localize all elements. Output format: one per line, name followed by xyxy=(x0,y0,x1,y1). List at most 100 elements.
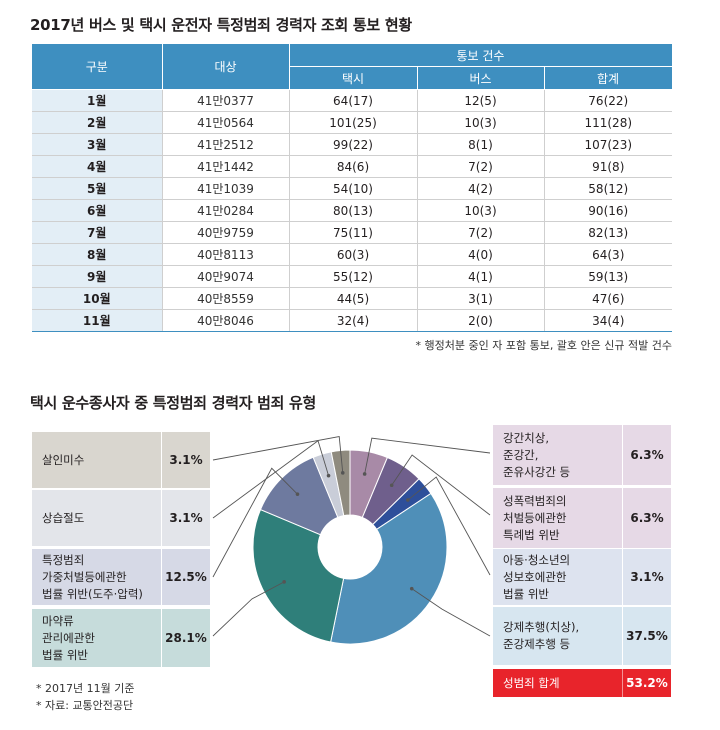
legend-value: 28.1% xyxy=(161,609,210,667)
legend-value: 6.3% xyxy=(622,488,671,548)
cell-total: 34(4) xyxy=(544,309,672,332)
cell-total: 91(8) xyxy=(544,155,672,178)
header-taxi: 택시 xyxy=(289,66,418,90)
leader-dot xyxy=(406,498,410,502)
cell-bus: 7(2) xyxy=(417,221,545,244)
cell-taxi: 99(22) xyxy=(289,133,418,156)
cell-taxi: 54(10) xyxy=(289,177,418,200)
cell-target: 41만0564 xyxy=(162,111,290,134)
cell-bus: 8(1) xyxy=(417,133,545,156)
leader-dot xyxy=(362,472,367,476)
footnote: * 2017년 11월 기준 xyxy=(36,682,135,695)
legend-value: 3.1% xyxy=(161,490,210,546)
legend-box: 마약류 관리에관한 법률 위반 28.1% xyxy=(32,609,210,667)
cell-target: 40만9074 xyxy=(162,265,290,288)
cell-target: 41만0284 xyxy=(162,199,290,222)
cell-target: 40만8113 xyxy=(162,243,290,266)
legend-label-line: 준강간, xyxy=(503,447,539,462)
leader-dot xyxy=(409,586,414,591)
legend-box: 아동·청소년의 성보호에관한 법률 위반 3.1% xyxy=(493,549,671,605)
leader-line xyxy=(364,437,491,475)
table-row: 2월 41만0564 101(25) 10(3) 111(28) xyxy=(32,111,672,134)
sum-label: 성범죄 합계 xyxy=(503,675,560,690)
cell-month: 5월 xyxy=(32,177,163,200)
legend-value: 37.5% xyxy=(622,607,671,665)
leader-line xyxy=(212,581,285,637)
notice-table: 구분 대상 통보 건수 택시 버스 합계 1월 41만0377 64(17) 12(5… xyxy=(32,44,673,332)
cell-total: 59(13) xyxy=(544,265,672,288)
header-category: 구분 xyxy=(32,44,163,90)
legend-label-line: 특정범죄 xyxy=(42,552,85,567)
cell-month: 11월 xyxy=(32,309,163,332)
cell-total: 58(12) xyxy=(544,177,672,200)
cell-taxi: 75(11) xyxy=(289,221,418,244)
cell-taxi: 55(12) xyxy=(289,265,418,288)
legend-label-line: 법률 위반(도주·압력) xyxy=(42,586,143,601)
legend-label-line: 준유사강간 등 xyxy=(503,464,571,479)
leader-dot xyxy=(282,580,286,584)
cell-bus: 4(0) xyxy=(417,243,545,266)
cell-total: 76(22) xyxy=(544,89,672,112)
table-row: 1월 41만0377 64(17) 12(5) 76(22) xyxy=(32,89,672,112)
leader-line xyxy=(212,467,298,578)
cell-bus: 12(5) xyxy=(417,89,545,112)
header-total: 합계 xyxy=(544,66,673,90)
legend-label: 살인미수 xyxy=(42,432,156,488)
chart-title: 택시 운수종사자 중 특정범죄 경력자 범죄 유형 xyxy=(30,394,317,412)
legend-label-line: 강간치상, xyxy=(503,430,549,445)
legend-label-line: 특례법 위반 xyxy=(503,527,560,542)
table-body: 1월 41만0377 64(17) 12(5) 76(22) 2월 41만0564 101(2… xyxy=(32,89,672,332)
legend-label: 마약류 관리에관한 법률 위반 xyxy=(42,609,156,667)
leader-dot xyxy=(326,473,331,478)
cell-bus: 2(0) xyxy=(417,309,545,332)
sum-value: 53.2% xyxy=(622,669,671,697)
table-title: 2017년 버스 및 택시 운전자 특정범죄 경력자 조회 통보 현황 xyxy=(30,16,412,34)
legend-value: 3.1% xyxy=(161,432,210,488)
leader-dot xyxy=(295,492,300,496)
cell-total: 47(6) xyxy=(544,287,672,310)
cell-target: 41만0377 xyxy=(162,89,290,112)
header-notice-count: 통보 건수 xyxy=(289,44,673,67)
legend-label-line: 마약류 xyxy=(42,613,74,628)
cell-target: 40만8046 xyxy=(162,309,290,332)
cell-taxi: 101(25) xyxy=(289,111,418,134)
cell-taxi: 44(5) xyxy=(289,287,418,310)
table-note: * 행정처분 중인 자 포함 통보, 괄호 안은 신규 적발 건수 xyxy=(415,339,672,352)
leader-dot xyxy=(389,483,394,488)
legend-label-line: 법률 위반 xyxy=(42,647,88,662)
cell-bus: 10(3) xyxy=(417,111,545,134)
legend-label-line: 가중처벌등에관한 xyxy=(42,569,127,584)
cell-month: 7월 xyxy=(32,221,163,244)
cell-total: 82(13) xyxy=(544,221,672,244)
leader-line xyxy=(212,435,344,473)
leader-line xyxy=(391,454,491,516)
cell-target: 41만1039 xyxy=(162,177,290,200)
legend-label-line: 상습절도 xyxy=(42,510,85,525)
cell-month: 4월 xyxy=(32,155,163,178)
legend-label-line: 아동·청소년의 xyxy=(503,552,571,567)
cell-target: 40만8559 xyxy=(162,287,290,310)
cell-bus: 4(2) xyxy=(417,177,545,200)
cell-month: 10월 xyxy=(32,287,163,310)
cell-total: 64(3) xyxy=(544,243,672,266)
legend-box: 살인미수 3.1% xyxy=(32,432,210,488)
cell-bus: 3(1) xyxy=(417,287,545,310)
cell-bus: 4(1) xyxy=(417,265,545,288)
leader-line xyxy=(411,588,491,637)
cell-bus: 7(2) xyxy=(417,155,545,178)
header-target: 대상 xyxy=(162,44,290,90)
legend-label: 강간치상, 준강간, 준유사강간 등 xyxy=(503,425,617,485)
leader-dot xyxy=(340,471,345,475)
cell-total: 111(28) xyxy=(544,111,672,134)
cell-target: 40만9759 xyxy=(162,221,290,244)
cell-month: 6월 xyxy=(32,199,163,222)
cell-month: 2월 xyxy=(32,111,163,134)
legend-value: 12.5% xyxy=(161,549,210,605)
legend-box: 상습절도 3.1% xyxy=(32,490,210,546)
cell-taxi: 84(6) xyxy=(289,155,418,178)
legend-label-line: 강제추행(치상), xyxy=(503,620,580,634)
legend-label-line: 살인미수 xyxy=(42,452,85,467)
legend-label-line: 준강제추행 등 xyxy=(503,637,571,651)
table-row: 11월 40만8046 32(4) 2(0) 34(4) xyxy=(32,309,672,332)
